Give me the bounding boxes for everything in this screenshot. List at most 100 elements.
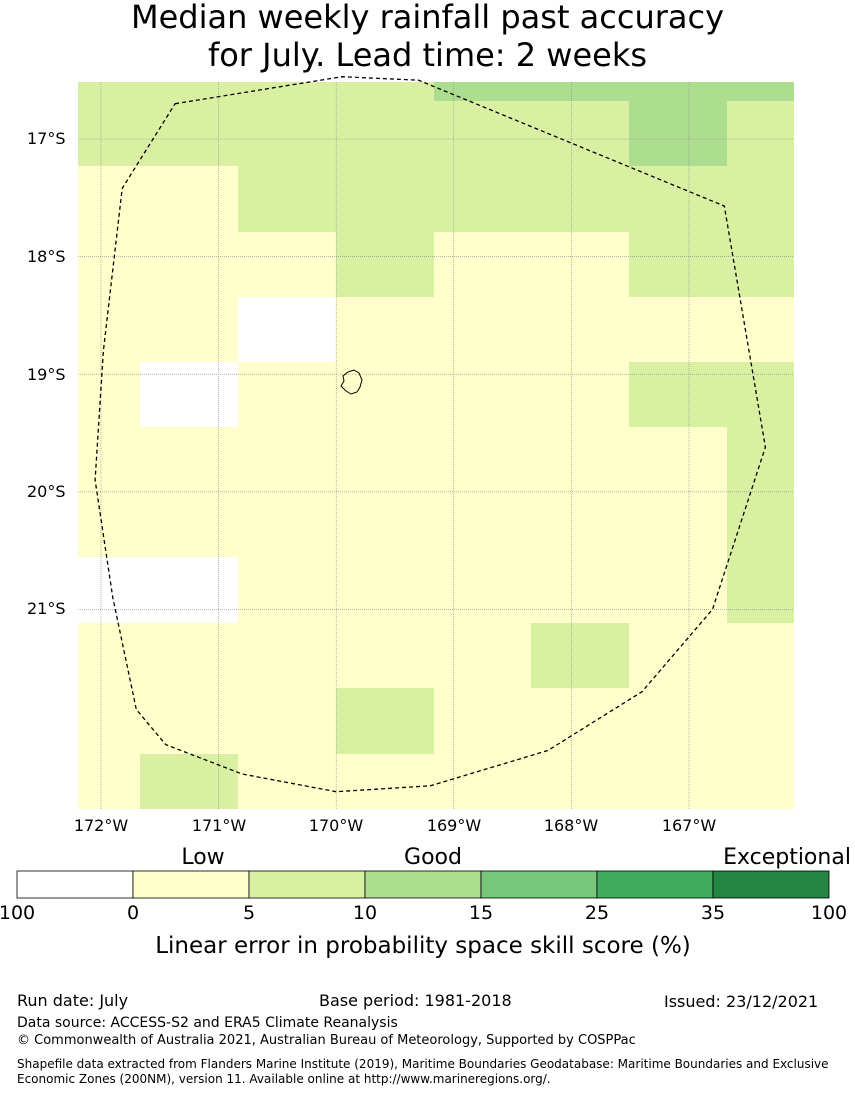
grid-cell	[238, 232, 336, 297]
grid-cell	[140, 297, 238, 362]
grid-cell	[140, 427, 238, 492]
grid-cell	[629, 688, 727, 754]
colorbar-tick: 100	[810, 902, 848, 924]
grid-cell	[78, 492, 140, 557]
grid-cell	[78, 427, 140, 492]
colorbar-tick: 35	[700, 902, 726, 924]
category-low: Low	[181, 845, 225, 870]
grid-cell	[336, 427, 434, 492]
grid-cell	[238, 557, 336, 623]
lat-label-17s: 17°S	[27, 129, 66, 148]
run-date: Run date: July	[17, 991, 129, 1010]
grid-cell	[727, 297, 794, 362]
grid-cell	[238, 688, 336, 754]
grid-cell	[78, 623, 140, 688]
grid-cell	[140, 492, 238, 557]
lat-label-20s: 20°S	[27, 482, 66, 501]
grid-cell	[336, 754, 434, 809]
lat-label-18s: 18°S	[27, 247, 66, 266]
lon-label-172w: 172°W	[73, 816, 129, 835]
grid-cell	[629, 557, 727, 623]
eez-boundary	[94, 76, 767, 793]
colorbar-swatch	[364, 870, 482, 899]
grid-cell	[434, 623, 531, 688]
map-title-line2: for July. Lead time: 2 weeks	[207, 36, 648, 74]
graticule-lines	[78, 82, 794, 809]
grid-cell	[434, 492, 531, 557]
colorbar-swatch	[596, 870, 714, 899]
grid-cell	[531, 82, 629, 101]
niue-island-outline	[340, 369, 363, 395]
lat-label-21s: 21°S	[27, 599, 66, 618]
grid-cell	[531, 427, 629, 492]
grid-cell	[336, 557, 434, 623]
grid-cell	[531, 297, 629, 362]
colorbar-swatch	[132, 870, 250, 899]
grid-cell	[238, 101, 336, 166]
grid-cell	[531, 688, 629, 754]
lon-label-169w: 169°W	[426, 816, 482, 835]
grid-cell	[238, 427, 336, 492]
grid-cell	[629, 492, 727, 557]
grid-cell	[434, 166, 531, 232]
lon-label-168w: 168°W	[543, 816, 599, 835]
grid-cell	[78, 232, 140, 297]
grid-cell	[727, 232, 794, 297]
grid-cell	[531, 362, 629, 427]
grid-cell	[629, 297, 727, 362]
grid-cell	[78, 754, 140, 809]
grid-cell	[727, 427, 794, 492]
grid-cell	[78, 688, 140, 754]
grid-cell	[434, 82, 531, 101]
grid-cell	[727, 557, 794, 623]
shapefile-credit-line1: Shapefile data extracted from Flanders M…	[17, 1057, 829, 1071]
grid-cell	[336, 362, 434, 427]
grid-cell	[140, 101, 238, 166]
grid-cell	[238, 754, 336, 809]
grid-cell	[531, 557, 629, 623]
colorbar-tick: 100	[0, 902, 36, 924]
grid-cell	[727, 362, 794, 427]
shapefile-credit-line2: Economic Zones (200NM), version 11. Avai…	[17, 1072, 551, 1086]
colorbar-tick: 5	[242, 902, 256, 924]
category-exceptional: Exceptional	[723, 845, 851, 870]
grid-cell	[78, 82, 140, 101]
colorbar-label: Linear error in probability space skill …	[155, 933, 691, 959]
grid-cell	[140, 362, 238, 427]
grid-cell	[629, 754, 727, 809]
data-source: Data source: ACCESS-S2 and ERA5 Climate …	[17, 1015, 398, 1031]
grid-cell	[238, 492, 336, 557]
grid-cell	[336, 232, 434, 297]
grid-cell	[629, 232, 727, 297]
grid-cell	[434, 754, 531, 809]
grid-cell	[434, 362, 531, 427]
grid-cell	[336, 688, 434, 754]
colorbar-swatch	[248, 870, 366, 899]
colorbar	[16, 870, 830, 899]
lat-label-19s: 19°S	[27, 365, 66, 384]
grid-cell	[336, 492, 434, 557]
lon-label-167w: 167°W	[661, 816, 717, 835]
grid-cell	[238, 82, 336, 101]
grid-cell	[140, 232, 238, 297]
grid-cell	[434, 297, 531, 362]
grid-cell	[78, 362, 140, 427]
grid-cell	[727, 492, 794, 557]
issued-date: Issued: 23/12/2021	[664, 992, 819, 1011]
lon-label-170w: 170°W	[308, 816, 364, 835]
grid-cell	[238, 623, 336, 688]
grid-cell	[78, 297, 140, 362]
grid-cell	[238, 166, 336, 232]
grid-cell	[629, 82, 727, 101]
grid-cell	[629, 101, 727, 166]
grid-cell	[238, 362, 336, 427]
grid-cell	[140, 82, 238, 101]
grid-cell	[727, 82, 794, 101]
grid-cell	[434, 101, 531, 166]
grid-cell	[531, 101, 629, 166]
grid-cell	[336, 101, 434, 166]
colorbar-swatch	[712, 870, 830, 899]
grid-cell	[434, 232, 531, 297]
colorbar-tick: 25	[584, 902, 610, 924]
